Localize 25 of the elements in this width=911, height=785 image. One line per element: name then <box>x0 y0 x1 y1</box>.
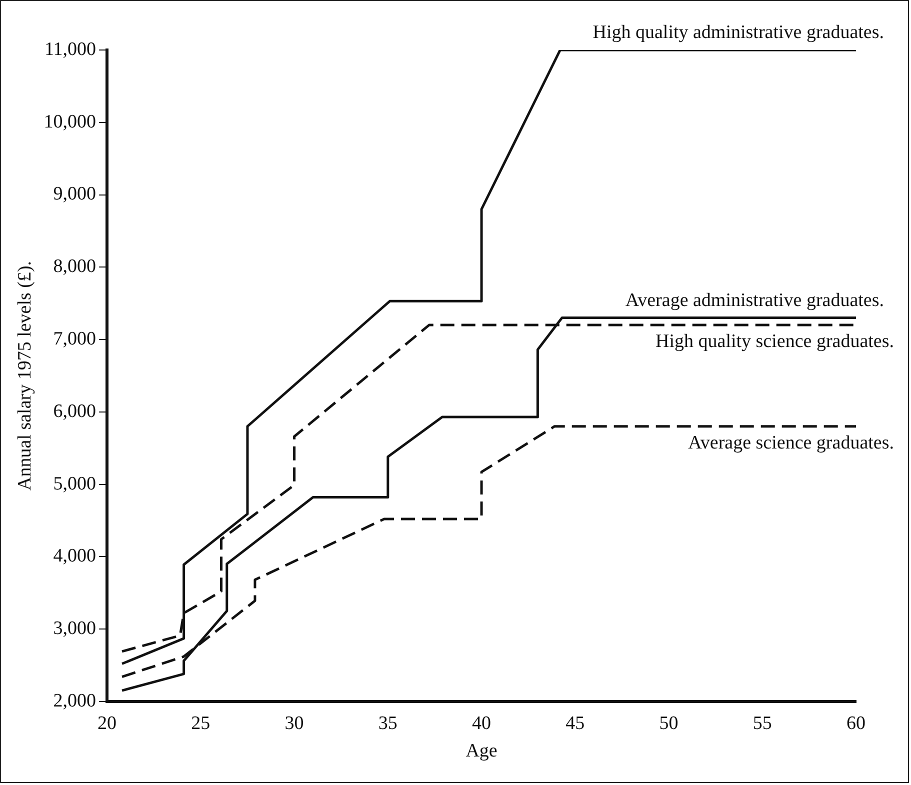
y-tick-label: 8,000 <box>53 256 96 278</box>
y-tick-label: 5,000 <box>53 473 96 494</box>
x-tick-label: 30 <box>284 712 304 734</box>
x-tick-label: 55 <box>752 712 772 734</box>
x-tick-label: 45 <box>566 712 585 734</box>
y-tick-label: 10,000 <box>44 111 96 132</box>
y-tick-label: 4,000 <box>53 546 96 567</box>
x-tick-label: 60 <box>846 712 866 734</box>
y-tick-label: 11,000 <box>44 38 96 60</box>
series-label: Average administrative graduates. <box>625 290 884 311</box>
y-tick-label: 2,000 <box>53 690 96 712</box>
x-axis-title: Age <box>466 740 498 762</box>
series-label: High quality science graduates. <box>656 331 894 352</box>
y-tick-label: 9,000 <box>53 184 96 205</box>
x-tick-label: 50 <box>659 712 678 734</box>
series-label: High quality administrative graduates. <box>592 22 884 43</box>
y-axis-title: Annual salary 1975 levels (£). <box>14 260 36 490</box>
series-label: Average science graduates. <box>688 432 894 454</box>
x-tick-label: 35 <box>378 712 398 734</box>
y-tick-label: 7,000 <box>53 328 96 350</box>
x-tick-label: 40 <box>472 712 492 734</box>
y-tick-label: 6,000 <box>53 400 96 422</box>
x-tick-label: 20 <box>98 712 117 734</box>
y-tick-label: 3,000 <box>53 618 96 640</box>
x-tick-label: 25 <box>191 712 210 734</box>
